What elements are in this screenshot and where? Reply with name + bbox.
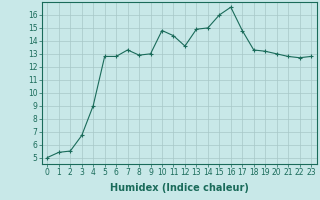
X-axis label: Humidex (Indice chaleur): Humidex (Indice chaleur)	[110, 183, 249, 193]
